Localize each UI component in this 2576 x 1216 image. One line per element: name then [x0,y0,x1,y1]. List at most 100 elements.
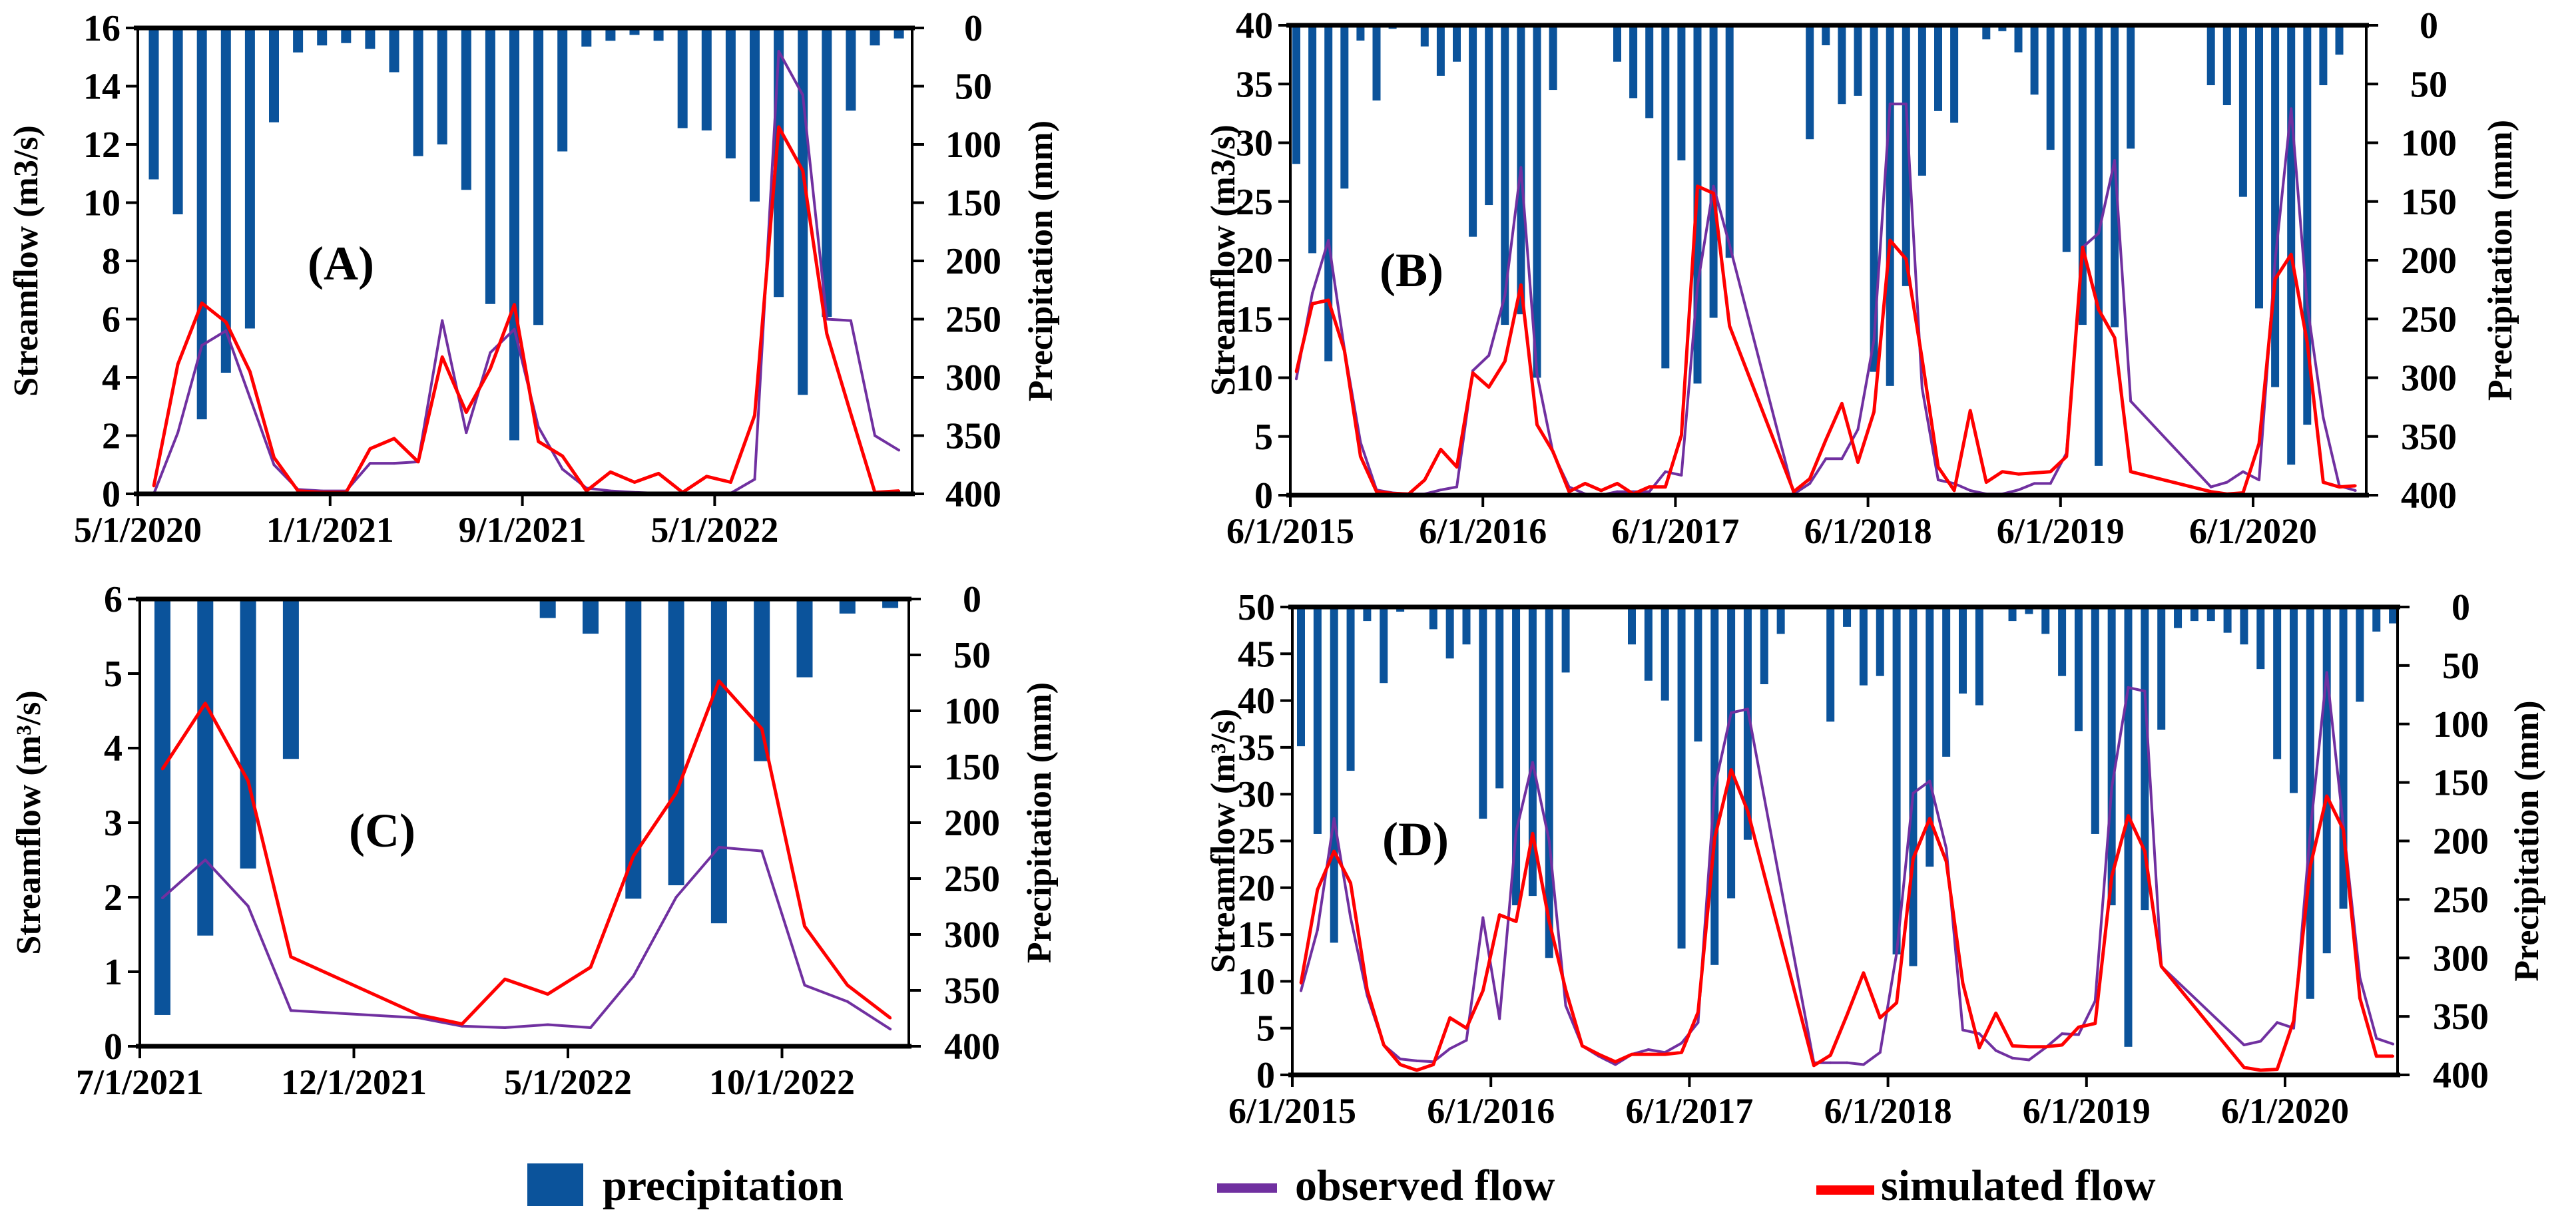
y-right-tick-label: 200 [2401,240,2457,282]
simulated-flow-point [1888,238,1892,242]
precipitation-bar [2008,607,2017,622]
x-tick-label: 1/1/2021 [266,510,394,550]
y-left-axis-title: Streamflow (m3/s) [1204,124,1242,396]
simulated-flow-point [1498,913,1501,916]
y-left-tick-label: 10 [83,183,121,224]
y-right-tick-label: 0 [2420,5,2438,47]
observed-flow-point [1712,184,1715,188]
simulated-flow-point [2027,1045,2031,1048]
y-right-tick-label: 300 [2401,358,2457,399]
observed-flow-point [2225,481,2228,484]
simulated-flow-point [1862,971,1865,974]
x-tick-label: 6/1/2017 [1625,1091,1753,1131]
y-right-axis-title: Precipitation (mm) [1021,682,1059,963]
precipitation-bar [172,28,183,214]
precipitation-bar [2041,607,2050,634]
y-left-tick-label: 5 [104,654,123,695]
precipitation-bar [1843,607,1852,627]
y-left-tick-label: 14 [83,67,121,108]
precipitation-bar [1420,25,1429,47]
precipitation-bar [1876,607,1884,676]
precipitation-bar [668,599,684,886]
precipitation-bar [2206,25,2215,86]
observed-flow-point [161,897,164,900]
observed-flow-point [441,319,444,322]
y-right-tick-label: 400 [2433,1055,2489,1096]
precipitation-bar [1950,25,1959,123]
observed-flow-point [546,1023,549,1026]
simulated-flow-point [176,363,180,366]
y-left-tick-label: 20 [1238,868,1275,909]
precipitation-bar [1372,25,1381,101]
observed-flow-point [1872,339,1876,342]
observed-flow-point [2375,1037,2378,1040]
observed-flow-point [674,896,678,899]
observed-flow-point [1481,916,1485,919]
precipitation-bar [1308,25,1317,254]
simulated-flow-point [2044,1045,2047,1048]
precipitation-bar [1613,25,1621,62]
y-right-tick-label: 250 [2401,299,2457,340]
simulated-flow-point [846,984,849,987]
observed-flow-point [2143,690,2147,693]
simulated-flow-point [1696,184,1699,188]
y-left-tick-label: 5 [1256,1008,1275,1050]
observed-flow-point [1895,952,1898,955]
simulated-flow-point [272,456,276,459]
precipitation-bar [2025,607,2033,614]
simulated-flow-point [2001,470,2004,473]
simulated-flow-point [589,966,592,969]
simulated-flow-point [1375,490,1378,493]
precipitation-bar [539,599,556,618]
simulated-flow-point [1382,1044,1386,1047]
observed-flow-point [1846,1061,1849,1064]
observed-flow-point [1728,244,1731,247]
observed-flow-point [846,1000,849,1003]
precipitation-bar [1854,25,1862,96]
precipitation-bar [1313,607,1322,834]
simulated-flow-point [1349,881,1352,885]
simulated-flow-point [152,485,155,488]
observed-flow-point [2258,479,2260,482]
precipitation-bar [1501,25,1509,325]
simulated-flow-point [1961,982,1964,985]
simulated-flow-point [753,413,756,417]
simulated-flow-point [1616,482,1619,485]
precipitation-bar [1462,607,1471,645]
precipitation-bar [1909,607,1918,966]
simulated-flow-point [2033,471,2036,475]
y-left-tick-label: 2 [104,877,123,918]
simulated-flow-point [2259,1068,2262,1072]
x-tick-label: 5/1/2020 [74,510,202,550]
observed-flow-point [1498,1017,1501,1020]
observed-flow-point [1327,238,1330,242]
simulated-flow-point [1300,982,1302,985]
precipitation-bar [2240,607,2248,645]
observed-flow-point [1904,102,1908,106]
simulated-flow-point [1712,192,1715,195]
observed-flow-point [1295,377,1298,381]
observed-flow-point [1531,761,1534,764]
simulated-flow-point [777,125,780,128]
simulated-flow-point [1680,433,1683,437]
precipitation-bar [1677,607,1686,949]
precipitation-bar [2290,607,2298,793]
x-tick-label: 6/1/2020 [2189,511,2317,551]
observed-flow-point [2274,259,2277,262]
observed-flow-point [417,1016,421,1020]
simulated-flow-point [1840,402,1844,405]
simulated-flow-point [2354,484,2357,487]
precipitation-bar [389,28,399,73]
simulated-flow-point [1614,1060,1617,1064]
simulated-flow-point [1519,284,1523,287]
precipitation-bar [1892,607,1901,954]
observed-flow-point [1680,1042,1683,1045]
observed-flow-point [1664,470,1667,473]
precipitation-bar [2287,25,2296,465]
simulated-flow-point [2342,828,2345,831]
precipitation-bar [269,28,279,122]
y-left-tick-label: 1 [104,952,123,993]
simulated-flow-point [417,460,420,463]
